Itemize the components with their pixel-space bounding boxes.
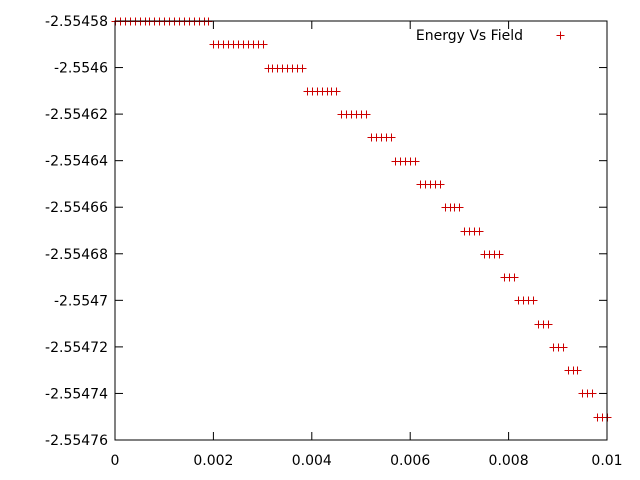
legend-marker-plus bbox=[556, 31, 565, 40]
y-tick-label: -2.55466 bbox=[45, 200, 108, 216]
data-point bbox=[529, 296, 538, 305]
y-tick-label: -2.5547 bbox=[54, 293, 108, 309]
data-point bbox=[259, 40, 268, 49]
data-point bbox=[588, 389, 597, 398]
legend-label: Energy Vs Field bbox=[416, 28, 523, 44]
data-point bbox=[573, 366, 582, 375]
x-tick-label: 0.006 bbox=[390, 453, 430, 469]
x-tick-label: 0.01 bbox=[591, 453, 622, 469]
legend-marker bbox=[556, 31, 565, 40]
y-tick-label: -2.55468 bbox=[45, 247, 108, 263]
data-point bbox=[455, 203, 464, 212]
y-tick-label: -2.5546 bbox=[54, 61, 108, 77]
data-point bbox=[544, 320, 553, 329]
data-point bbox=[298, 64, 307, 73]
plot-frame bbox=[114, 20, 608, 441]
x-tick-label: 0.004 bbox=[292, 453, 332, 469]
y-tick-label: -2.55464 bbox=[45, 154, 108, 170]
data-point bbox=[387, 133, 396, 142]
y-tick-label: -2.55472 bbox=[45, 340, 108, 356]
x-axis: 0 0.002 0.004 0.006 0.008 0.01 bbox=[111, 21, 623, 469]
x-tick-label: 0.002 bbox=[193, 453, 233, 469]
data-point bbox=[495, 250, 504, 259]
y-tick-label: -2.55474 bbox=[45, 386, 108, 402]
y-tick-label: -2.55458 bbox=[45, 14, 108, 30]
data-point bbox=[475, 227, 484, 236]
x-tick-label: 0 bbox=[111, 453, 120, 469]
data-points bbox=[111, 17, 612, 422]
x-tick-label: 0.008 bbox=[489, 453, 529, 469]
data-point bbox=[436, 180, 445, 189]
data-point bbox=[332, 87, 341, 96]
data-point bbox=[510, 273, 519, 282]
y-axis: -2.55458 -2.5546 -2.55462 -2.55464 -2.55466 -… bbox=[45, 14, 607, 449]
data-point bbox=[362, 110, 371, 119]
y-tick-label: -2.55462 bbox=[45, 107, 108, 123]
data-point bbox=[411, 157, 420, 166]
y-tick-label: -2.55476 bbox=[45, 433, 108, 449]
data-point bbox=[559, 343, 568, 352]
legend: Energy Vs Field bbox=[416, 28, 565, 44]
